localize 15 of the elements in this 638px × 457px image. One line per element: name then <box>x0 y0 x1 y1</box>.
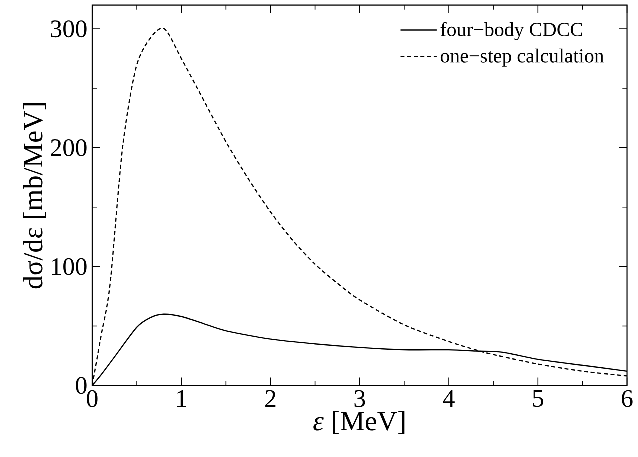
x-tick-label: 1 <box>178 390 186 407</box>
y-tick-label: 200 <box>51 139 87 156</box>
x-tick-label: 3 <box>354 390 366 408</box>
legend-label: four−body CDCC <box>440 22 582 40</box>
y-tick-label: 100 <box>52 258 87 276</box>
y-tick-label: 0 <box>76 377 87 394</box>
x-tick-label: 5 <box>533 390 544 407</box>
x-tick-label: 0 <box>87 390 98 408</box>
x-tick-label: 6 <box>622 390 633 408</box>
x-tick-label: 2 <box>266 390 276 407</box>
legend-label: one−step calculation <box>440 48 604 67</box>
x-axis-title: ε [MeV] <box>314 411 405 434</box>
y-tick-label: 300 <box>51 20 87 38</box>
y-axis-title: dσ/dε [mb/MeV] <box>23 103 46 288</box>
x-tick-label: 4 <box>443 390 455 407</box>
